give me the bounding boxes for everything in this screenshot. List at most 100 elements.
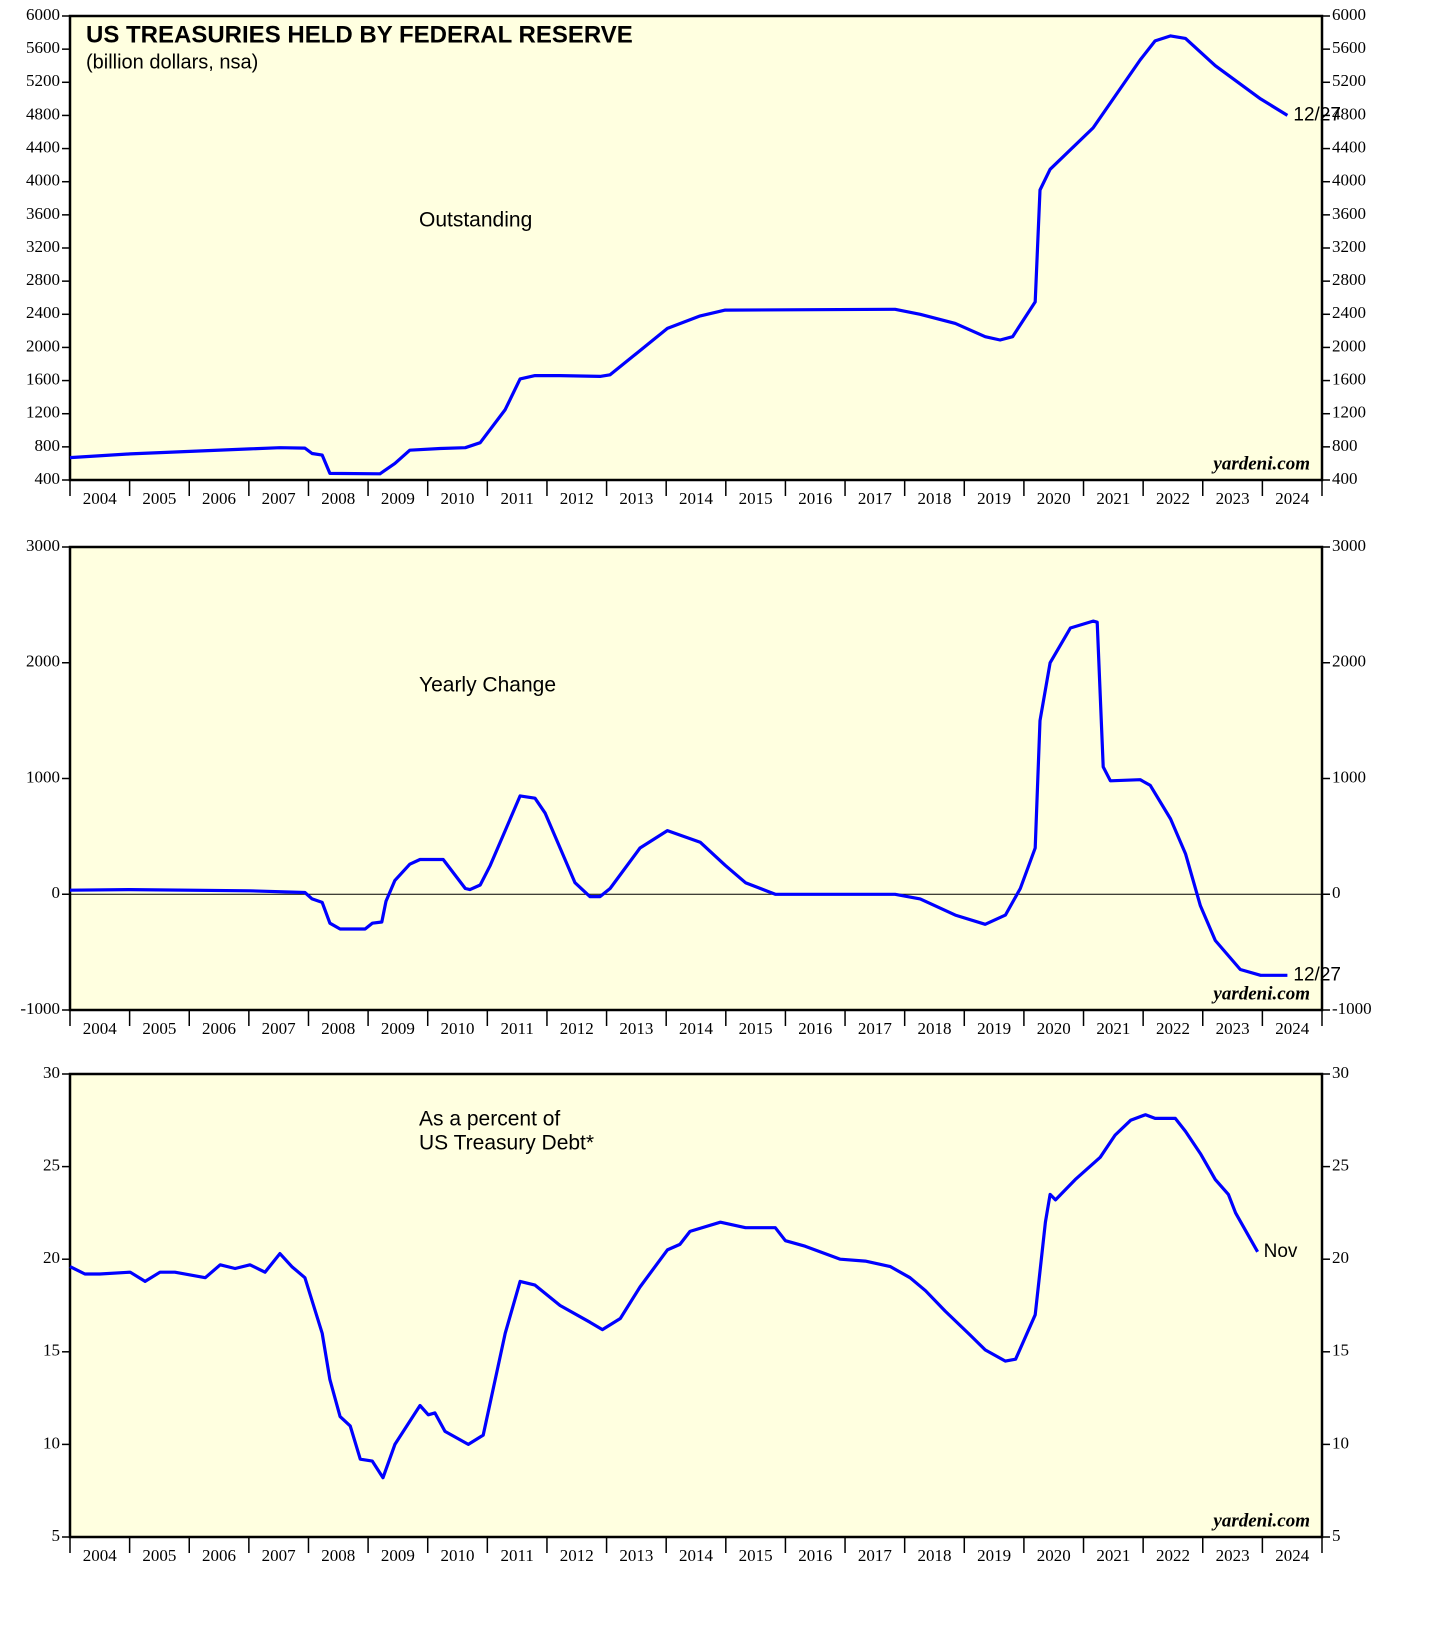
x-tick-label: 2018 — [917, 489, 951, 508]
y2-tick-label: 800 — [1332, 436, 1358, 455]
x-tick-label: 2011 — [500, 489, 533, 508]
x-tick-label: 2020 — [1037, 1546, 1071, 1565]
y-tick-label: 3000 — [26, 536, 60, 555]
x-tick-label: 2015 — [739, 1546, 773, 1565]
x-tick-label: 2019 — [977, 489, 1011, 508]
y2-tick-label: 1000 — [1332, 767, 1366, 786]
x-tick-label: 2010 — [441, 489, 475, 508]
y2-tick-label: 2800 — [1332, 270, 1366, 289]
x-tick-label: 2014 — [679, 489, 714, 508]
y-tick-label: -1000 — [20, 999, 60, 1018]
x-tick-label: 2021 — [1096, 1019, 1130, 1038]
y2-tick-label: 0 — [1332, 883, 1341, 902]
y2-tick-label: 4800 — [1332, 104, 1366, 123]
x-tick-label: 2004 — [83, 1546, 118, 1565]
y2-tick-label: 1600 — [1332, 369, 1366, 388]
x-tick-label: 2007 — [262, 1546, 297, 1565]
chart-title: US TREASURIES HELD BY FEDERAL RESERVE — [86, 21, 633, 48]
source: yardeni.com — [1211, 1510, 1310, 1531]
chart-subtitle: (billion dollars, nsa) — [86, 51, 258, 73]
x-tick-label: 2021 — [1096, 489, 1130, 508]
plot-area — [70, 547, 1322, 1010]
y-tick-label: 6000 — [26, 5, 60, 24]
y-tick-label: 25 — [43, 1156, 60, 1175]
y-tick-label: 2800 — [26, 270, 60, 289]
annotation: Yearly Change — [419, 674, 556, 697]
x-tick-label: 2008 — [321, 489, 355, 508]
y-tick-label: 3200 — [26, 237, 60, 256]
y2-tick-label: 15 — [1332, 1341, 1349, 1360]
y2-tick-label: 30 — [1332, 1063, 1349, 1082]
y2-tick-label: 3000 — [1332, 536, 1366, 555]
y-tick-label: 400 — [35, 469, 61, 488]
source: yardeni.com — [1211, 983, 1310, 1004]
x-tick-label: 2016 — [798, 1546, 832, 1565]
y-tick-label: 10 — [43, 1433, 60, 1452]
x-tick-label: 2018 — [917, 1546, 951, 1565]
x-tick-label: 2017 — [858, 1019, 893, 1038]
y2-tick-label: 3600 — [1332, 204, 1366, 223]
y-tick-label: 5 — [52, 1526, 61, 1545]
y2-tick-label: 2000 — [1332, 652, 1366, 671]
x-tick-label: 2012 — [560, 1546, 594, 1565]
x-tick-label: 2013 — [619, 1546, 653, 1565]
x-tick-label: 2010 — [441, 1019, 475, 1038]
plot-area — [70, 1074, 1322, 1537]
x-tick-label: 2004 — [83, 489, 118, 508]
x-tick-label: 2011 — [500, 1546, 533, 1565]
x-tick-label: 2016 — [798, 1019, 832, 1038]
x-tick-label: 2020 — [1037, 1019, 1071, 1038]
y-tick-label: 1000 — [26, 767, 60, 786]
x-tick-label: 2016 — [798, 489, 832, 508]
plot-frame — [68, 14, 1324, 482]
x-tick-label: 2018 — [917, 1019, 951, 1038]
x-tick-label: 2023 — [1216, 1019, 1250, 1038]
y2-tick-label: 4000 — [1332, 171, 1366, 190]
x-tick-label: 2023 — [1216, 489, 1250, 508]
x-tick-label: 2015 — [739, 489, 773, 508]
x-tick-label: 2024 — [1275, 1546, 1310, 1565]
y2-tick-label: 5600 — [1332, 38, 1366, 57]
y2-tick-label: 2000 — [1332, 336, 1366, 355]
x-tick-label: 2024 — [1275, 489, 1310, 508]
end-label: 12/27 — [1293, 104, 1341, 125]
annotation: US Treasury Debt* — [419, 1132, 594, 1155]
y-tick-label: 0 — [52, 883, 61, 902]
end-label: Nov — [1264, 1241, 1298, 1262]
x-tick-label: 2006 — [202, 1019, 236, 1038]
x-tick-label: 2020 — [1037, 489, 1071, 508]
x-tick-label: 2024 — [1275, 1019, 1310, 1038]
x-tick-label: 2010 — [441, 1546, 475, 1565]
x-tick-label: 2015 — [739, 1019, 773, 1038]
x-tick-label: 2019 — [977, 1546, 1011, 1565]
y2-tick-label: 5200 — [1332, 71, 1366, 90]
x-tick-label: 2017 — [858, 489, 893, 508]
x-tick-label: 2006 — [202, 1546, 236, 1565]
y-tick-label: 1600 — [26, 369, 60, 388]
y2-tick-label: 3200 — [1332, 237, 1366, 256]
y2-tick-label: -1000 — [1332, 999, 1372, 1018]
source: yardeni.com — [1211, 453, 1310, 474]
y2-tick-label: 20 — [1332, 1248, 1349, 1267]
y-tick-label: 800 — [35, 436, 61, 455]
y-tick-label: 4000 — [26, 171, 60, 190]
plot-area — [70, 16, 1322, 480]
x-tick-label: 2019 — [977, 1019, 1011, 1038]
x-tick-label: 2004 — [83, 1019, 118, 1038]
y-tick-label: 5600 — [26, 38, 60, 57]
data-line — [69, 34, 1289, 476]
x-tick-label: 2009 — [381, 1546, 415, 1565]
x-tick-label: 2009 — [381, 1019, 415, 1038]
y-tick-label: 15 — [43, 1341, 60, 1360]
y2-tick-label: 5 — [1332, 1526, 1341, 1545]
x-tick-label: 2022 — [1156, 1546, 1190, 1565]
x-tick-label: 2008 — [321, 1019, 355, 1038]
y-tick-label: 20 — [43, 1248, 60, 1267]
x-tick-label: 2012 — [560, 1019, 594, 1038]
y-tick-label: 3600 — [26, 204, 60, 223]
plot-frame — [68, 1072, 1324, 1539]
x-tick-label: 2008 — [321, 1546, 355, 1565]
y-tick-label: 1200 — [26, 403, 60, 422]
x-tick-label: 2009 — [381, 489, 415, 508]
